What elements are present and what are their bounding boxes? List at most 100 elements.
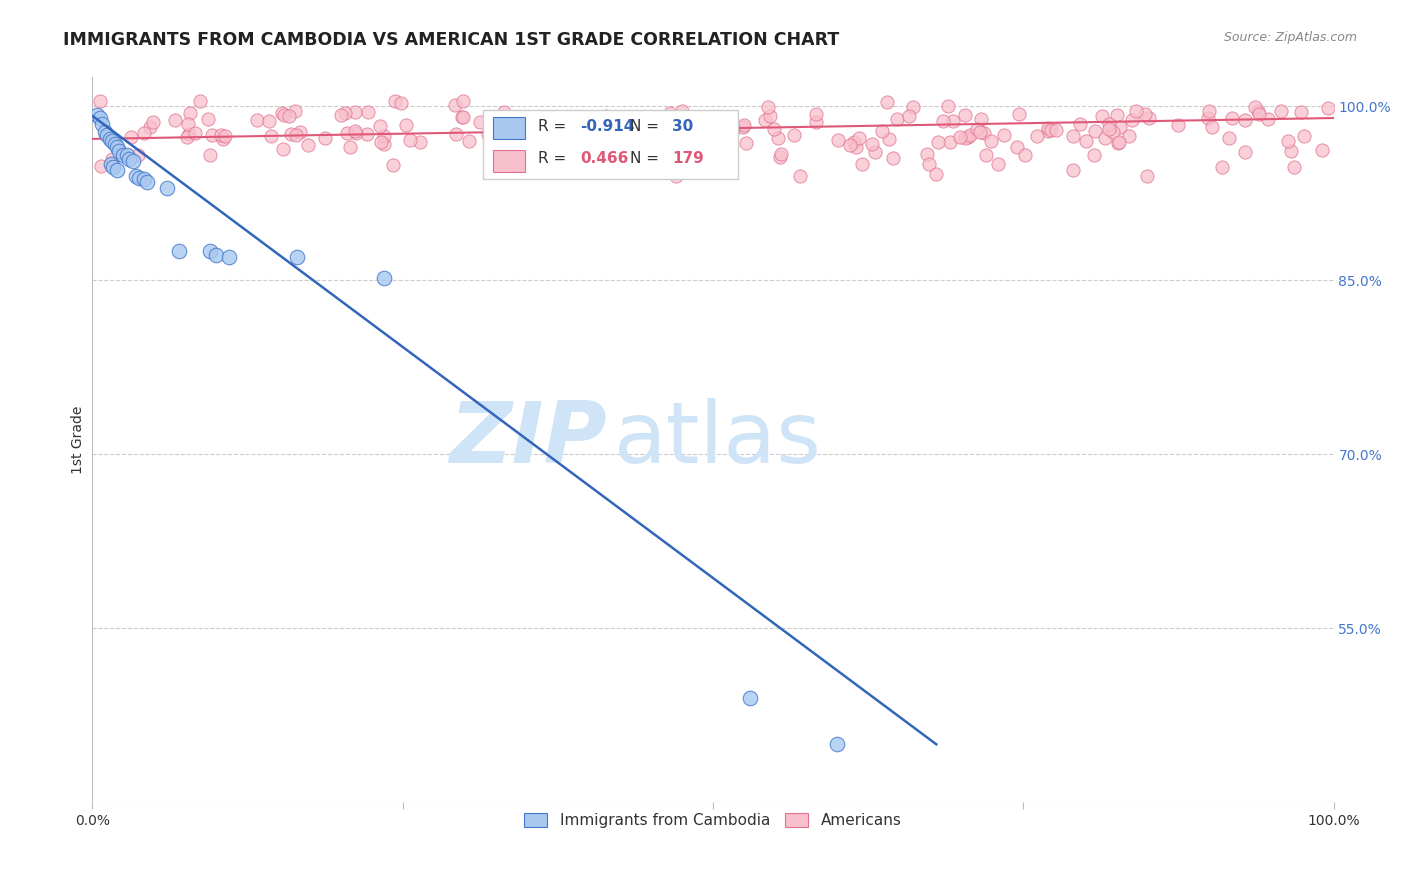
Point <box>273 108 295 122</box>
Point <box>134 172 156 186</box>
Point <box>1294 128 1316 143</box>
Point <box>550 150 572 164</box>
Point <box>205 248 228 262</box>
Point <box>973 126 995 140</box>
Point <box>1062 163 1084 178</box>
Text: ZIP: ZIP <box>450 399 607 482</box>
Point <box>93 125 115 139</box>
Point <box>522 128 544 142</box>
Point <box>176 130 198 145</box>
Point <box>1257 112 1279 127</box>
Point <box>156 180 179 194</box>
Point <box>1005 140 1028 154</box>
Point <box>956 130 979 145</box>
Point <box>284 103 307 118</box>
Point <box>763 122 786 136</box>
Point <box>686 130 709 145</box>
Point <box>200 147 222 161</box>
Point <box>738 690 761 705</box>
Point <box>188 94 211 108</box>
Point <box>1069 117 1091 131</box>
Point <box>314 130 336 145</box>
Point <box>851 157 873 171</box>
Text: IMMIGRANTS FROM CAMBODIA VS AMERICAN 1ST GRADE CORRELATION CHART: IMMIGRANTS FROM CAMBODIA VS AMERICAN 1ST… <box>63 31 839 49</box>
Point <box>897 110 920 124</box>
Point <box>370 136 392 150</box>
Point <box>259 114 281 128</box>
Point <box>395 118 418 132</box>
Point <box>100 152 122 166</box>
Point <box>949 130 972 145</box>
Point <box>942 114 965 128</box>
Point <box>167 244 190 259</box>
Point <box>260 128 283 143</box>
Point <box>993 128 1015 142</box>
Point <box>1277 134 1299 148</box>
Point <box>356 127 378 141</box>
Point <box>368 119 391 133</box>
Text: 179: 179 <box>672 152 703 167</box>
Point <box>184 126 207 140</box>
Point <box>100 157 122 171</box>
Point <box>470 115 492 129</box>
Point <box>89 94 111 108</box>
Text: N =: N = <box>630 119 664 134</box>
Point <box>120 130 142 145</box>
Point <box>115 148 138 162</box>
Point <box>1211 160 1233 174</box>
Point <box>1125 103 1147 118</box>
Point <box>209 128 232 142</box>
Y-axis label: 1st Grade: 1st Grade <box>72 406 86 474</box>
Point <box>1270 103 1292 118</box>
Point <box>591 122 613 136</box>
Point <box>343 105 366 120</box>
Point <box>271 106 294 120</box>
Point <box>848 131 870 145</box>
Point <box>451 110 474 124</box>
Point <box>285 128 308 142</box>
Point <box>451 94 474 108</box>
Point <box>1136 169 1159 183</box>
Point <box>839 137 862 152</box>
Point <box>734 136 756 150</box>
Point <box>1094 130 1116 145</box>
Point <box>671 103 693 118</box>
Point <box>1107 136 1129 150</box>
Point <box>135 175 157 189</box>
Point <box>863 145 886 159</box>
Point <box>373 271 395 285</box>
Point <box>659 129 682 144</box>
Point <box>90 159 112 173</box>
Point <box>127 148 149 162</box>
Point <box>330 108 353 122</box>
Point <box>1036 124 1059 138</box>
Point <box>827 133 849 147</box>
Point <box>789 169 811 183</box>
Point <box>572 141 595 155</box>
Point <box>901 100 924 114</box>
Point <box>1137 112 1160 126</box>
Point <box>176 117 198 131</box>
Point <box>783 128 806 143</box>
Point <box>936 99 959 113</box>
Point <box>1040 123 1063 137</box>
Point <box>1098 117 1121 131</box>
Point <box>288 125 311 139</box>
Point <box>595 109 617 123</box>
Point <box>1084 124 1107 138</box>
Text: N =: N = <box>630 152 664 167</box>
Point <box>550 125 572 139</box>
Point <box>695 129 717 144</box>
Point <box>970 112 993 126</box>
Point <box>860 137 883 152</box>
Point <box>285 250 308 264</box>
Point <box>212 132 235 146</box>
Point <box>1247 103 1270 118</box>
Point <box>1244 100 1267 114</box>
Point <box>1133 107 1156 121</box>
Point <box>1105 108 1128 122</box>
Text: 0.466: 0.466 <box>581 152 628 167</box>
Point <box>118 152 141 166</box>
Point <box>1289 105 1312 120</box>
Point <box>218 250 240 264</box>
